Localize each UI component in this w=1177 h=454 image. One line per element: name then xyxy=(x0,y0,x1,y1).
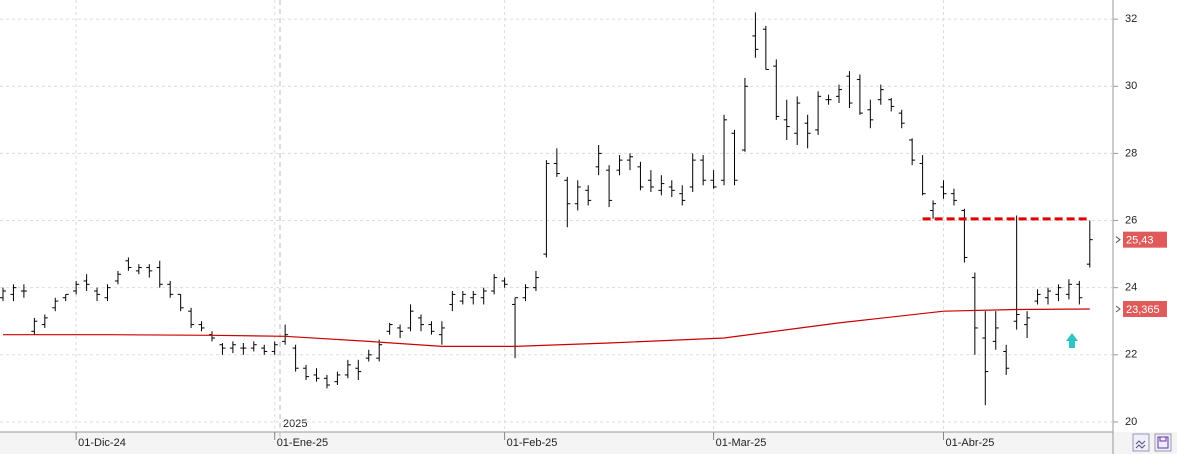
y-tick-label: 20 xyxy=(1125,416,1137,428)
x-axis-strip xyxy=(0,432,1177,454)
last-close-label: 25,43 xyxy=(1126,235,1154,247)
year-label: 2025 xyxy=(283,418,307,430)
x-tick-label: 01-Abr-25 xyxy=(946,437,995,449)
y-tick-label: 30 xyxy=(1125,80,1137,92)
y-tick-label: 24 xyxy=(1125,282,1137,294)
save-button[interactable] xyxy=(1154,433,1172,452)
x-tick-label: 01-Dic-24 xyxy=(78,437,126,449)
x-tick-label: 01-Mar-25 xyxy=(716,437,767,449)
ma-last-pointer xyxy=(1115,305,1121,313)
y-tick-label: 26 xyxy=(1125,214,1137,226)
x-tick-label: 01-Ene-25 xyxy=(277,437,328,449)
y-tick-label: 28 xyxy=(1125,147,1137,159)
save-icon xyxy=(1157,436,1169,449)
ma-last-label: 23,365 xyxy=(1126,304,1160,316)
ma-last-box xyxy=(1123,300,1167,317)
x-tick-label: 01-Feb-25 xyxy=(507,437,558,449)
y-tick-label: 32 xyxy=(1125,13,1137,25)
last-close-pointer xyxy=(1115,236,1121,244)
signal-arrow xyxy=(1066,333,1078,348)
moving-average xyxy=(3,308,1090,347)
scale-icon xyxy=(1135,440,1146,449)
last-close-box xyxy=(1123,231,1167,248)
y-tick-label: 22 xyxy=(1125,349,1137,361)
